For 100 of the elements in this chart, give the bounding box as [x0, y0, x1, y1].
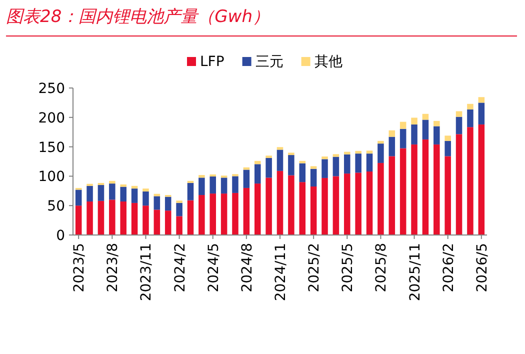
bar — [120, 184, 126, 187]
bar — [254, 184, 261, 235]
bar — [154, 210, 160, 235]
bar — [444, 156, 451, 235]
bar — [400, 148, 406, 235]
bar — [388, 130, 396, 137]
y-tick-label: 150 — [38, 140, 65, 156]
bar — [220, 194, 228, 235]
bar — [288, 155, 294, 176]
bar — [288, 175, 294, 235]
bar — [478, 124, 485, 235]
bar — [310, 168, 317, 186]
bar — [198, 175, 205, 178]
bar — [131, 202, 138, 235]
bar — [344, 152, 350, 154]
bar — [388, 136, 396, 156]
bar — [310, 186, 317, 235]
bar — [232, 176, 238, 193]
x-tick-label: 2023/5 — [72, 243, 88, 292]
bar — [332, 176, 340, 235]
bar — [109, 180, 116, 184]
y-tick-label: 250 — [38, 81, 65, 97]
bar — [109, 200, 116, 235]
bar — [232, 192, 238, 235]
bar — [478, 97, 485, 103]
bar — [198, 195, 205, 235]
bar — [456, 134, 462, 235]
bar — [266, 158, 272, 178]
bar — [98, 185, 104, 201]
bar — [164, 210, 172, 235]
bar — [86, 201, 93, 235]
bar — [276, 150, 284, 171]
y-tick-label: 100 — [38, 169, 65, 186]
bar — [366, 150, 373, 154]
x-tick-label: 2026/5 — [474, 243, 490, 292]
bar — [332, 156, 340, 176]
bar — [120, 201, 126, 235]
bar — [164, 196, 172, 211]
bar — [266, 178, 272, 235]
x-tick-label: 2025/11 — [407, 243, 424, 302]
bar — [142, 188, 149, 192]
bar — [478, 102, 485, 124]
bar — [378, 144, 384, 163]
bar — [210, 194, 216, 235]
chart-title: 图表28：国内锂电池产量（Gwh） — [6, 7, 270, 27]
x-tick-label: 2025/5 — [340, 243, 356, 292]
bar — [120, 186, 126, 202]
bar — [109, 184, 116, 200]
bar — [131, 188, 138, 203]
bar — [422, 120, 429, 140]
bar — [176, 202, 182, 216]
bar — [467, 104, 474, 110]
bar — [187, 182, 194, 200]
bar — [310, 166, 317, 169]
bar — [98, 200, 104, 235]
x-tick-label: 2024/8 — [239, 243, 256, 292]
bar — [254, 160, 261, 164]
bar — [299, 160, 306, 164]
bar — [388, 156, 396, 235]
bar — [75, 190, 82, 206]
bar — [434, 144, 440, 235]
bar — [355, 172, 362, 235]
bar — [456, 116, 462, 134]
bar — [378, 162, 384, 235]
bar — [187, 200, 194, 235]
bar — [322, 156, 328, 160]
bar — [276, 170, 284, 235]
bar — [154, 196, 160, 210]
bar — [332, 154, 340, 157]
bar — [456, 111, 462, 117]
bar — [444, 136, 451, 141]
bar — [366, 154, 373, 172]
x-tick-label: 2024/2 — [172, 243, 188, 292]
bar — [299, 163, 306, 182]
bar — [299, 182, 306, 235]
x-tick-label: 2026/2 — [440, 243, 457, 292]
bar — [422, 139, 429, 235]
y-tick-label: 200 — [38, 110, 65, 126]
bar — [176, 216, 182, 235]
bar — [86, 186, 93, 202]
y-tick-label: 0 — [56, 228, 65, 244]
bar — [198, 178, 205, 196]
legend-label: 其他 — [314, 54, 342, 70]
bar — [288, 152, 294, 156]
bar — [142, 206, 149, 235]
x-tick-label: 2023/8 — [105, 243, 122, 292]
bar — [467, 127, 474, 235]
bar — [434, 126, 440, 144]
bar — [344, 174, 350, 235]
y-tick-label: 50 — [47, 198, 65, 215]
bar — [366, 171, 373, 235]
bar — [254, 164, 261, 184]
bar — [142, 191, 149, 206]
bar — [98, 182, 104, 186]
bar — [243, 188, 250, 235]
bar — [422, 114, 429, 120]
bar — [210, 176, 216, 194]
x-tick-label: 2025/2 — [306, 243, 323, 292]
bar — [344, 154, 350, 174]
bar — [355, 150, 362, 154]
